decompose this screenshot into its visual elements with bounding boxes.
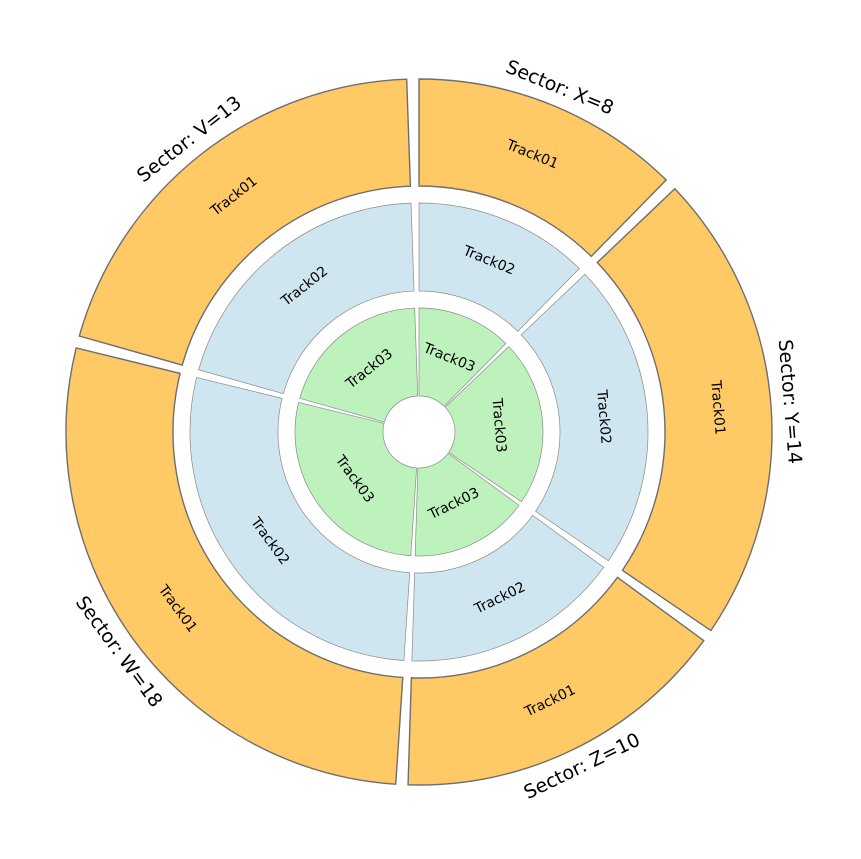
track-arc-x-track02: [418, 202, 580, 332]
track-arc-x-track03: [418, 307, 507, 407]
track-arc-v-track01: [78, 78, 412, 366]
track-arc-z-track02: [411, 514, 605, 662]
track-arc-w-track01: [65, 347, 404, 785]
track-arc-y-track01: [596, 187, 773, 632]
track-label-y-track02: Track02: [593, 388, 613, 445]
track-arc-v-track03: [299, 307, 419, 423]
sector-label-y: Sector: Y=14: [774, 339, 806, 465]
track-arc-y-track03: [444, 346, 544, 503]
track-label-y-track01: Track01: [707, 379, 727, 436]
track-arc-w-track02: [189, 377, 411, 661]
track-arc-v-track02: [198, 202, 415, 395]
tracks-layer: [65, 78, 773, 786]
sector-z: [407, 452, 705, 786]
track-arc-y-track02: [520, 273, 649, 562]
sector-y: [444, 187, 773, 632]
track-label-y-track03: Track03: [488, 397, 508, 454]
sector-w: [65, 347, 418, 785]
track-arc-z-track01: [407, 576, 705, 786]
sector-v: [78, 78, 419, 423]
track-arc-w-track03: [294, 402, 418, 557]
sector-x: [418, 78, 668, 407]
track-arc-z-track03: [414, 452, 520, 557]
track-arc-x-track01: [418, 78, 668, 258]
